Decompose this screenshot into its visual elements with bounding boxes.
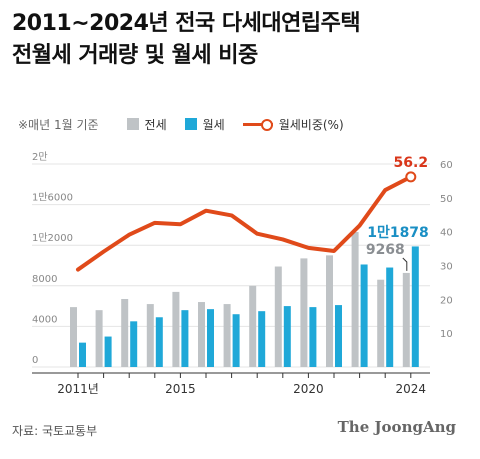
bar-wolse: [386, 267, 394, 367]
bar-jeonse: [146, 304, 154, 367]
wolse-last-label: 1만1878: [367, 225, 429, 241]
bar-jeonse: [95, 310, 103, 367]
ratio-last-point: [405, 171, 417, 183]
right-axis-tick-label: 20: [440, 295, 453, 306]
bar-wolse: [283, 306, 291, 367]
source-text: 자료: 국토교통부: [12, 424, 98, 438]
bar-wolse: [309, 307, 317, 367]
legend-item-jeonse: 전세: [126, 116, 167, 133]
bar-wolse: [232, 314, 240, 367]
bar-jeonse: [326, 255, 333, 367]
bar-wolse: [258, 311, 266, 367]
jeonse-leader-line: [402, 257, 408, 271]
x-axis-tick-label: 2020: [293, 382, 324, 396]
legend-item-ratio: 월세비중(%): [242, 116, 344, 133]
ratio-series-line: [76, 174, 413, 272]
left-axis-tick-label: 8000: [32, 274, 57, 285]
bar-wolse: [207, 309, 214, 367]
legend-swatch-jeonse: [126, 118, 139, 130]
legend-item-wolse: 월세: [184, 116, 225, 133]
bar-jeonse: [70, 307, 77, 367]
bar-wolse: [130, 321, 138, 367]
bar-wolse: [181, 310, 189, 367]
bar-wolse: [155, 317, 163, 367]
legend-swatch-wolse: [184, 118, 197, 130]
left-axis-tick-label: 4000: [32, 314, 57, 325]
jeonse-last-label: 9268: [366, 242, 405, 258]
bar-wolse: [335, 305, 342, 367]
bar-jeonse: [300, 258, 308, 367]
right-axis-tick-label: 40: [440, 228, 453, 239]
bar-wolse: [411, 246, 419, 367]
legend-label-ratio: 월세비중(%): [278, 117, 344, 132]
right-axis-tick-label: 30: [440, 262, 453, 273]
ratio-last-label: 56.2: [394, 155, 429, 171]
bar-jeonse: [402, 272, 410, 367]
right-axis-tick-label: 10: [440, 329, 453, 340]
x-axis-tick-label: 2024: [396, 382, 427, 396]
bar-wolse: [79, 342, 86, 367]
left-axis-tick-label: 1만6000: [32, 192, 73, 204]
left-axis-tick-label: 2만: [32, 151, 48, 163]
chart-title-line2: 전월세 거래량 및 월세 비중: [12, 43, 258, 68]
x-axis-tick-label: 2015: [165, 382, 196, 396]
legend-label-wolse: 월세: [202, 117, 225, 132]
legend-note: ※매년 1월 기준: [18, 117, 99, 132]
legend-label-jeonse: 전세: [144, 117, 167, 132]
x-axis-tick-label: 2011년: [57, 382, 99, 396]
legend: ※매년 1월 기준 전세 월세 월세비중(%): [18, 116, 362, 132]
bar-jeonse: [377, 279, 385, 367]
bar-wolse: [360, 264, 368, 367]
left-axis-tick-label: 1만2000: [32, 232, 73, 244]
bar-jeonse: [274, 266, 282, 367]
bar-jeonse: [121, 298, 129, 367]
right-axis-tick-label: 50: [440, 194, 453, 205]
bar-jeonse: [223, 304, 231, 367]
legend-line-ratio-icon: [242, 118, 273, 131]
bar-jeonse: [249, 285, 257, 367]
chart-title-line1: 2011~2024년 전국 다세대연립주택: [12, 11, 361, 36]
right-axis-tick-label: 60: [440, 160, 453, 171]
bar-jeonse: [172, 291, 180, 367]
publisher-logo: The JoongAng: [337, 418, 456, 436]
left-axis-tick-label: 0: [32, 355, 38, 366]
bar-wolse: [104, 336, 112, 367]
bar-jeonse: [351, 232, 359, 367]
chart-title: 2011~2024년 전국 다세대연립주택 전월세 거래량 및 월세 비중: [12, 8, 472, 72]
bar-jeonse: [198, 302, 205, 367]
